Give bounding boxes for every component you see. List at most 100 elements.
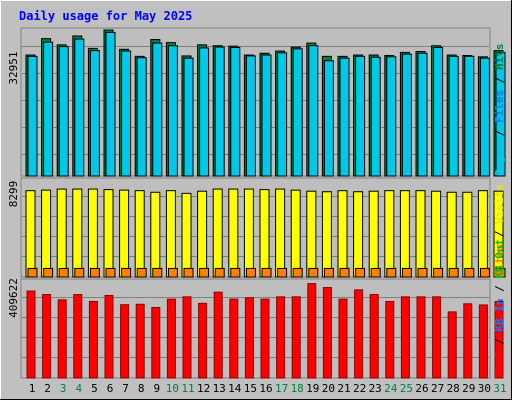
x-label-22: 22: [353, 382, 366, 395]
hits-files-bars: [25, 29, 506, 177]
sites-bar-23: [370, 267, 381, 278]
visits-bar-9: [150, 191, 161, 278]
sites-bar-6: [105, 267, 116, 278]
sites-bar-1: [27, 267, 38, 278]
x-label-5: 5: [91, 382, 98, 395]
files-bar-24: [386, 56, 397, 177]
visits-bar-20: [321, 191, 332, 278]
legend-entry-1-1: Pages: [493, 143, 506, 176]
sites-bar-30: [479, 267, 490, 278]
legend-separator-1-2: /: [493, 70, 506, 90]
visits-bar-28: [446, 191, 457, 278]
visits-bar-16: [259, 189, 270, 278]
legend-entry-2-2: Visits: [493, 184, 506, 224]
visits-bar-10: [165, 190, 176, 278]
visits-bar-1: [25, 190, 36, 278]
x-label-25: 25: [400, 382, 413, 395]
visits-bar-22: [353, 191, 364, 278]
files-bar-2: [43, 41, 54, 177]
kbytes-bar-28: [447, 311, 457, 379]
sites-bar-20: [323, 267, 334, 278]
files-bar-7: [121, 50, 132, 177]
visits-sites-bars: [25, 188, 506, 278]
kbytes-bar-21: [338, 298, 348, 379]
x-label-12: 12: [197, 382, 210, 395]
visits-bar-4: [72, 188, 83, 278]
files-bar-28: [448, 55, 459, 177]
kbytes-bar-10: [166, 298, 176, 379]
files-bar-4: [74, 38, 85, 177]
visits-bar-3: [56, 188, 67, 278]
visits-bar-8: [134, 190, 145, 278]
sites-bar-15: [245, 267, 256, 278]
sites-bar-19: [308, 267, 319, 278]
sites-bar-28: [448, 267, 459, 278]
kbytes-bar-6: [104, 294, 114, 379]
legend-entry-1-3: Hits: [493, 44, 506, 71]
visits-bar-14: [228, 188, 239, 278]
visits-bar-24: [384, 190, 395, 278]
visits-bar-12: [197, 190, 208, 278]
sites-bar-16: [261, 267, 272, 278]
kbytes-bar-30: [478, 304, 488, 379]
visits-bar-26: [415, 190, 426, 278]
x-label-23: 23: [369, 382, 382, 395]
x-label-16: 16: [259, 382, 272, 395]
legend-entry-2-1: Sites: [493, 244, 506, 277]
x-label-6: 6: [107, 382, 114, 395]
x-label-9: 9: [153, 382, 160, 395]
kbytes-bar-7: [120, 304, 130, 379]
x-axis-labels: 1 2 3 4 5 6 7 8 9 10 11 12 13 14 15 16 17 18 19 20 21 22 23 24 2…: [29, 382, 507, 395]
x-label-29: 29: [462, 382, 475, 395]
x-label-18: 18: [291, 382, 304, 395]
sites-bar-3: [58, 267, 69, 278]
x-label-14: 14: [228, 382, 242, 395]
files-bar-12: [199, 47, 210, 177]
kbytes-bar-5: [88, 300, 98, 379]
kbytes-bar-17: [276, 296, 286, 379]
files-bar-26: [417, 52, 428, 177]
visits-bar-19: [306, 190, 317, 278]
files-bar-14: [230, 47, 241, 177]
x-label-2: 2: [44, 382, 51, 395]
sites-bar-10: [167, 267, 178, 278]
kbytes-bar-18: [291, 296, 301, 379]
kbytes-bar-12: [198, 302, 208, 379]
visits-bar-2: [41, 189, 52, 278]
kbytes-bar-4: [73, 294, 83, 379]
x-label-3: 3: [60, 382, 67, 395]
x-label-27: 27: [431, 382, 444, 395]
sites-bar-7: [121, 267, 132, 278]
sites-bar-29: [464, 267, 475, 278]
sites-bar-2: [43, 267, 54, 278]
sites-bar-22: [355, 267, 366, 278]
sites-bar-21: [339, 267, 350, 278]
x-label-19: 19: [306, 382, 319, 395]
visits-bar-15: [243, 188, 254, 278]
x-label-4: 4: [75, 382, 82, 395]
x-label-10: 10: [166, 382, 179, 395]
files-bar-13: [214, 46, 225, 177]
visits-bar-5: [87, 188, 98, 278]
visits-bar-30: [477, 190, 488, 278]
files-bar-10: [167, 45, 178, 177]
visits-bar-7: [119, 189, 130, 278]
files-bar-31: [495, 51, 506, 177]
files-bar-9: [152, 42, 163, 177]
kbytes-bar-19: [307, 283, 317, 379]
files-bar-1: [27, 55, 38, 177]
sites-bar-12: [199, 267, 210, 278]
chart-title: Daily usage for May 2025: [19, 9, 192, 23]
sites-bar-11: [183, 267, 194, 278]
kbytes-bar-26: [416, 296, 426, 379]
visits-bar-21: [337, 190, 348, 278]
kbytes-bar-31: [494, 300, 504, 379]
files-bar-25: [401, 53, 412, 177]
files-bar-22: [355, 55, 366, 177]
x-label-1: 1: [29, 382, 36, 395]
hits-ytick-label: 32951: [7, 51, 20, 84]
x-label-15: 15: [244, 382, 257, 395]
kbytes-bar-29: [463, 303, 473, 379]
kbytes-bar-15: [244, 297, 254, 379]
